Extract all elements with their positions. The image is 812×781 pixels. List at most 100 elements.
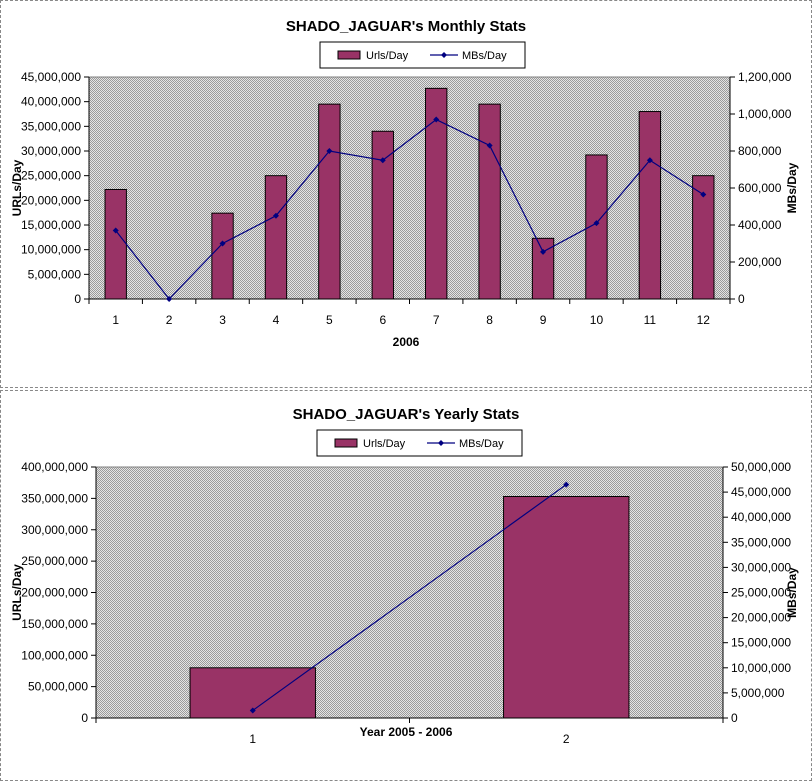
x-tick-label: 1 (249, 732, 256, 746)
legend-swatch-urls (337, 50, 361, 60)
y2-tick-label: 20,000,000 (731, 611, 791, 625)
y2-tick-label: 30,000,000 (731, 560, 791, 574)
x-tick-label: 9 (540, 313, 547, 327)
bar-urls-per-day (478, 103, 501, 300)
chart-title: SHADO_JAGUAR's Monthly Stats (286, 18, 526, 35)
y2-tick-label: 0 (731, 711, 738, 725)
x-tick-label: 12 (697, 313, 711, 327)
y-tick-label: 5,000,000 (28, 267, 82, 281)
point-mbs-per-day (272, 212, 279, 219)
point-mbs-per-day (433, 116, 440, 123)
y-tick-label: 10,000,000 (21, 243, 81, 257)
legend-label-mbs: MBs/Day (459, 438, 504, 450)
y-tick-label: 0 (74, 292, 81, 306)
point-mbs-per-day (563, 481, 570, 488)
x-tick-label: 3 (219, 313, 226, 327)
point-mbs-per-day (219, 240, 226, 247)
legend-swatch-urls (334, 438, 358, 448)
x-tick-label: 7 (433, 313, 440, 327)
y2-tick-label: 25,000,000 (731, 586, 791, 600)
x-tick-label: 2 (563, 732, 570, 746)
point-mbs-per-day (112, 227, 119, 234)
bar-urls-per-day (318, 103, 341, 300)
y-tick-label: 40,000,000 (21, 95, 81, 109)
legend-label-urls: Urls/Day (366, 50, 409, 62)
y2-tick-label: 1,000,000 (738, 107, 792, 121)
y-tick-label: 25,000,000 (21, 169, 81, 183)
y-tick-label: 50,000,000 (28, 680, 88, 694)
y-tick-label: 45,000,000 (21, 70, 81, 84)
y-tick-label: 0 (81, 711, 88, 725)
bar-urls-per-day (425, 87, 448, 300)
x-tick-label: 11 (644, 313, 657, 327)
x-tick-label: 2 (166, 313, 173, 327)
legend-label-mbs: MBs/Day (462, 50, 507, 62)
x-axis-title: 2006 (393, 335, 420, 349)
x-tick-label: 5 (326, 313, 333, 327)
x-tick-label: 4 (273, 313, 280, 327)
x-tick-label: 6 (379, 313, 386, 327)
y2-tick-label: 45,000,000 (731, 485, 791, 499)
legend-swatch-mbs-marker (438, 440, 444, 446)
y-tick-label: 350,000,000 (21, 491, 88, 505)
y2-tick-label: 600,000 (738, 181, 782, 195)
x-tick-label: 10 (590, 313, 604, 327)
legend-swatch-mbs-marker (441, 52, 447, 58)
point-mbs-per-day (249, 707, 256, 714)
y2-tick-label: 50,000,000 (731, 460, 791, 474)
monthly-stats-panel: SHADO_JAGUAR's Monthly Stats 0 5,000,000 10… (0, 0, 812, 388)
bar-urls-per-day (692, 175, 715, 300)
y-tick-label: 20,000,000 (21, 193, 81, 207)
bar-urls-per-day (104, 188, 127, 300)
bar-urls-per-day (264, 175, 288, 300)
y2-tick-label: 1,200,000 (738, 70, 792, 84)
point-mbs-per-day (646, 157, 653, 164)
bar-urls-per-day (211, 212, 234, 300)
legend-box (316, 429, 523, 457)
x-tick-label: 1 (112, 313, 119, 327)
monthly-stats-chart: SHADO_JAGUAR's Monthly Stats05,000,00010… (10, 18, 799, 349)
y2-tick-label: 40,000,000 (731, 510, 791, 524)
point-mbs-per-day (540, 248, 547, 255)
line-mbs-per-day (252, 484, 567, 711)
y2-axis-title: MBs/Day (785, 162, 799, 213)
y-tick-label: 15,000,000 (21, 218, 81, 232)
y-tick-label: 200,000,000 (21, 586, 88, 600)
y-tick-label: 150,000,000 (21, 617, 88, 631)
legend-label-urls: Urls/Day (363, 438, 406, 450)
point-mbs-per-day (593, 220, 600, 227)
y-tick-label: 300,000,000 (21, 523, 88, 537)
y-tick-label: 100,000,000 (21, 648, 88, 662)
bar-urls-per-day (371, 130, 394, 300)
y2-tick-label: 200,000 (738, 255, 782, 269)
y-tick-label: 30,000,000 (21, 144, 81, 158)
y-tick-label: 250,000,000 (21, 554, 88, 568)
yearly-stats-panel: SHADO_JAGUAR's Yearly Stats 0 50,000,000 10… (0, 390, 812, 781)
y-axis-title: URLs/Day (10, 564, 24, 621)
yearly-stats-chart: SHADO_JAGUAR's Yearly Stats050,000,00010… (10, 406, 799, 746)
y2-tick-label: 35,000,000 (731, 535, 791, 549)
line-mbs-per-day (115, 118, 704, 300)
bar-urls-per-day (503, 495, 630, 719)
point-mbs-per-day (486, 142, 493, 149)
y-tick-label: 35,000,000 (21, 119, 81, 133)
y-axis-title: URLs/Day (10, 159, 24, 216)
point-mbs-per-day (326, 148, 333, 154)
bar-urls-per-day (585, 154, 608, 300)
chart-title: SHADO_JAGUAR's Yearly Stats (293, 406, 520, 423)
y2-tick-label: 0 (738, 292, 745, 306)
plot-area (88, 76, 731, 300)
x-tick-label: 8 (486, 313, 493, 327)
y2-tick-label: 15,000,000 (731, 636, 791, 650)
x-axis-title: Year 2005 - 2006 (360, 725, 453, 739)
y2-tick-label: 5,000,000 (731, 686, 785, 700)
bar-urls-per-day (638, 111, 662, 300)
y2-tick-label: 800,000 (738, 144, 782, 158)
y2-tick-label: 10,000,000 (731, 661, 791, 675)
bar-urls-per-day (531, 237, 555, 300)
point-mbs-per-day (166, 296, 173, 302)
y2-tick-label: 400,000 (738, 218, 782, 232)
y2-axis-title: MBs/Day (785, 567, 799, 618)
y-tick-label: 400,000,000 (21, 460, 88, 474)
point-mbs-per-day (700, 191, 707, 198)
